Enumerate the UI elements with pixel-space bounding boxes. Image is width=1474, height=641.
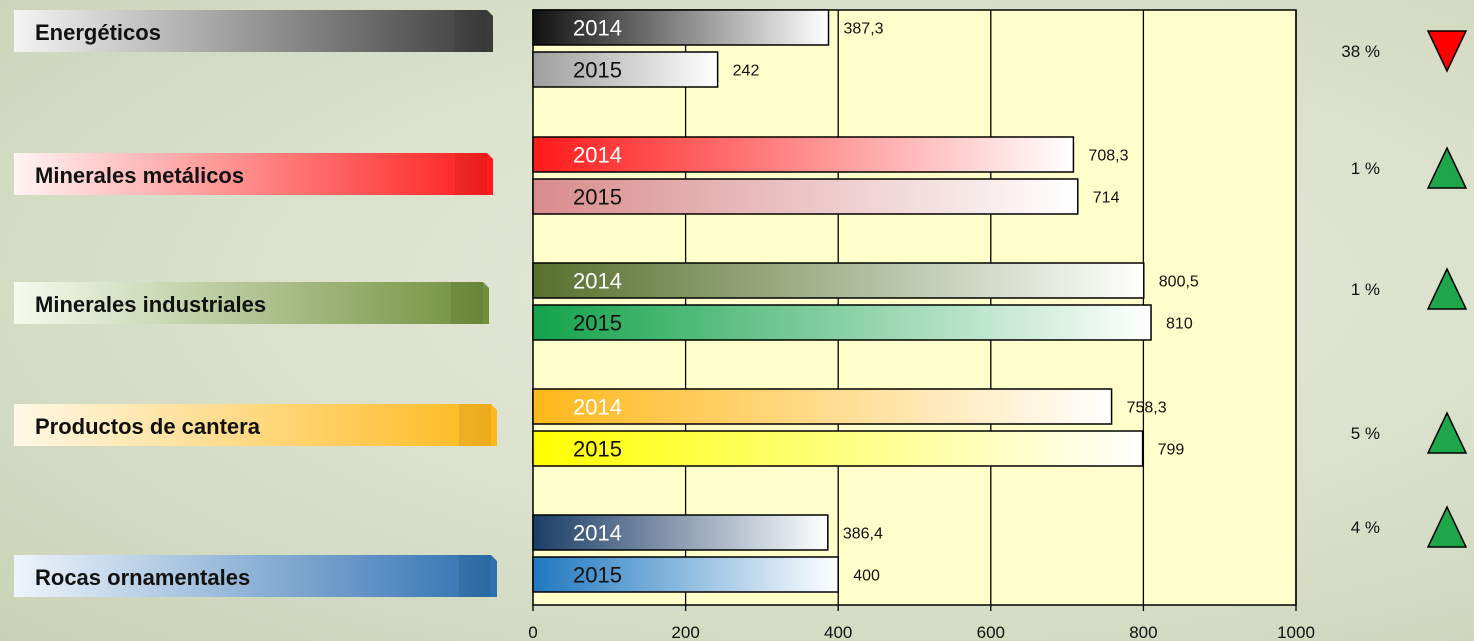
change-percent-label: 4 % [1351, 518, 1380, 537]
x-tick-label: 1000 [1277, 623, 1315, 641]
change-indicator: 4 % [1351, 505, 1468, 548]
bar-2015: 2015 799 [532, 430, 1185, 467]
bar-2014: 2014 386,4 [532, 514, 883, 551]
change-indicator: 1 % [1351, 146, 1468, 189]
change-percent-label: 1 % [1351, 280, 1380, 299]
banner-shape [14, 282, 489, 324]
banner-shape [14, 10, 493, 52]
bar-series-label: 2014 [573, 143, 622, 168]
bar-series-label: 2015 [573, 311, 622, 336]
change-indicators: 38 % 1 % 1 % 5 % 4 % [1341, 30, 1468, 548]
x-axis: 0 200 400 600 800 1000 [528, 605, 1315, 641]
bar-series-label: 2014 [573, 395, 622, 420]
bar-series-label: 2014 [573, 16, 622, 41]
category-banner: Rocas ornamentales [14, 555, 497, 597]
bar-series-label: 2015 [573, 185, 622, 210]
triangle-up-icon [1426, 411, 1468, 454]
bar-value-label: 800,5 [1159, 274, 1199, 291]
x-tick-label: 200 [671, 623, 699, 641]
change-percent-label: 1 % [1351, 159, 1380, 178]
bar-2015: 2015 810 [532, 304, 1193, 341]
bar-series-label: 2015 [573, 58, 622, 83]
bar-series-label: 2015 [573, 563, 622, 588]
banner-shape [14, 555, 497, 597]
category-banner: Productos de cantera [14, 404, 497, 446]
category-label: Productos de cantera [35, 414, 261, 439]
bars: 2014 387,3 2015 242 2014 708,3 2015 714 2014 800,… [532, 9, 1199, 593]
bar-2014: 2014 800,5 [532, 262, 1199, 299]
bar-rect [532, 556, 839, 593]
bar-value-label: 242 [733, 63, 760, 80]
triangle-up-icon [1426, 267, 1468, 310]
bar-series-label: 2014 [573, 521, 622, 546]
bar-value-label: 758,3 [1127, 400, 1167, 417]
banner-shade [455, 10, 487, 52]
bar-series-label: 2015 [573, 437, 622, 462]
triangle-up-icon [1426, 146, 1468, 189]
bar-rect [532, 136, 1075, 173]
bar-value-label: 810 [1166, 316, 1193, 333]
bar-rect [532, 51, 719, 88]
category-label: Minerales industriales [35, 292, 266, 317]
bar-value-label: 708,3 [1088, 148, 1128, 165]
change-indicator: 5 % [1351, 411, 1468, 454]
bar-value-label: 386,4 [843, 526, 883, 543]
banner-shade [455, 153, 487, 195]
x-tick-label: 0 [528, 623, 537, 641]
bar-rect [532, 9, 830, 46]
bar-2015: 2015 242 [532, 51, 760, 88]
bar-2015: 2015 714 [532, 178, 1120, 215]
bar-rect [532, 388, 1113, 425]
bar-rect [532, 514, 829, 551]
x-tick-label: 600 [977, 623, 1005, 641]
bar-rect [532, 430, 1144, 467]
triangle-down-icon [1426, 30, 1468, 73]
bar-rect [532, 304, 1152, 341]
bar-2014: 2014 758,3 [532, 388, 1167, 425]
banner-shade [459, 555, 491, 597]
bar-rect [532, 262, 1145, 299]
bar-value-label: 799 [1158, 442, 1185, 459]
change-indicator: 38 % [1341, 30, 1468, 73]
x-tick-label: 400 [824, 623, 852, 641]
category-banner: Minerales metálicos [14, 153, 493, 195]
change-percent-label: 38 % [1341, 42, 1380, 61]
category-banner: Minerales industriales [14, 282, 489, 324]
bar-2015: 2015 400 [532, 556, 880, 593]
bar-2014: 2014 708,3 [532, 136, 1129, 173]
category-banner: Energéticos [14, 10, 493, 52]
bar-value-label: 387,3 [844, 21, 884, 38]
banner-shape [14, 404, 497, 446]
banner-shade [459, 404, 491, 446]
change-indicator: 1 % [1351, 267, 1468, 310]
bar-value-label: 714 [1093, 190, 1120, 207]
x-tick-label: 800 [1129, 623, 1157, 641]
category-label: Rocas ornamentales [35, 565, 250, 590]
banner-shade [451, 282, 483, 324]
banner-shape [14, 153, 493, 195]
bar-2014: 2014 387,3 [532, 9, 884, 46]
category-banners: Energéticos Minerales metálicos Minerales … [14, 10, 497, 597]
change-percent-label: 5 % [1351, 424, 1380, 443]
triangle-up-icon [1426, 505, 1468, 548]
category-label: Minerales metálicos [35, 163, 244, 188]
category-label: Energéticos [35, 20, 161, 45]
bar-rect [532, 178, 1079, 215]
bar-value-label: 400 [853, 568, 880, 585]
bar-series-label: 2014 [573, 269, 622, 294]
